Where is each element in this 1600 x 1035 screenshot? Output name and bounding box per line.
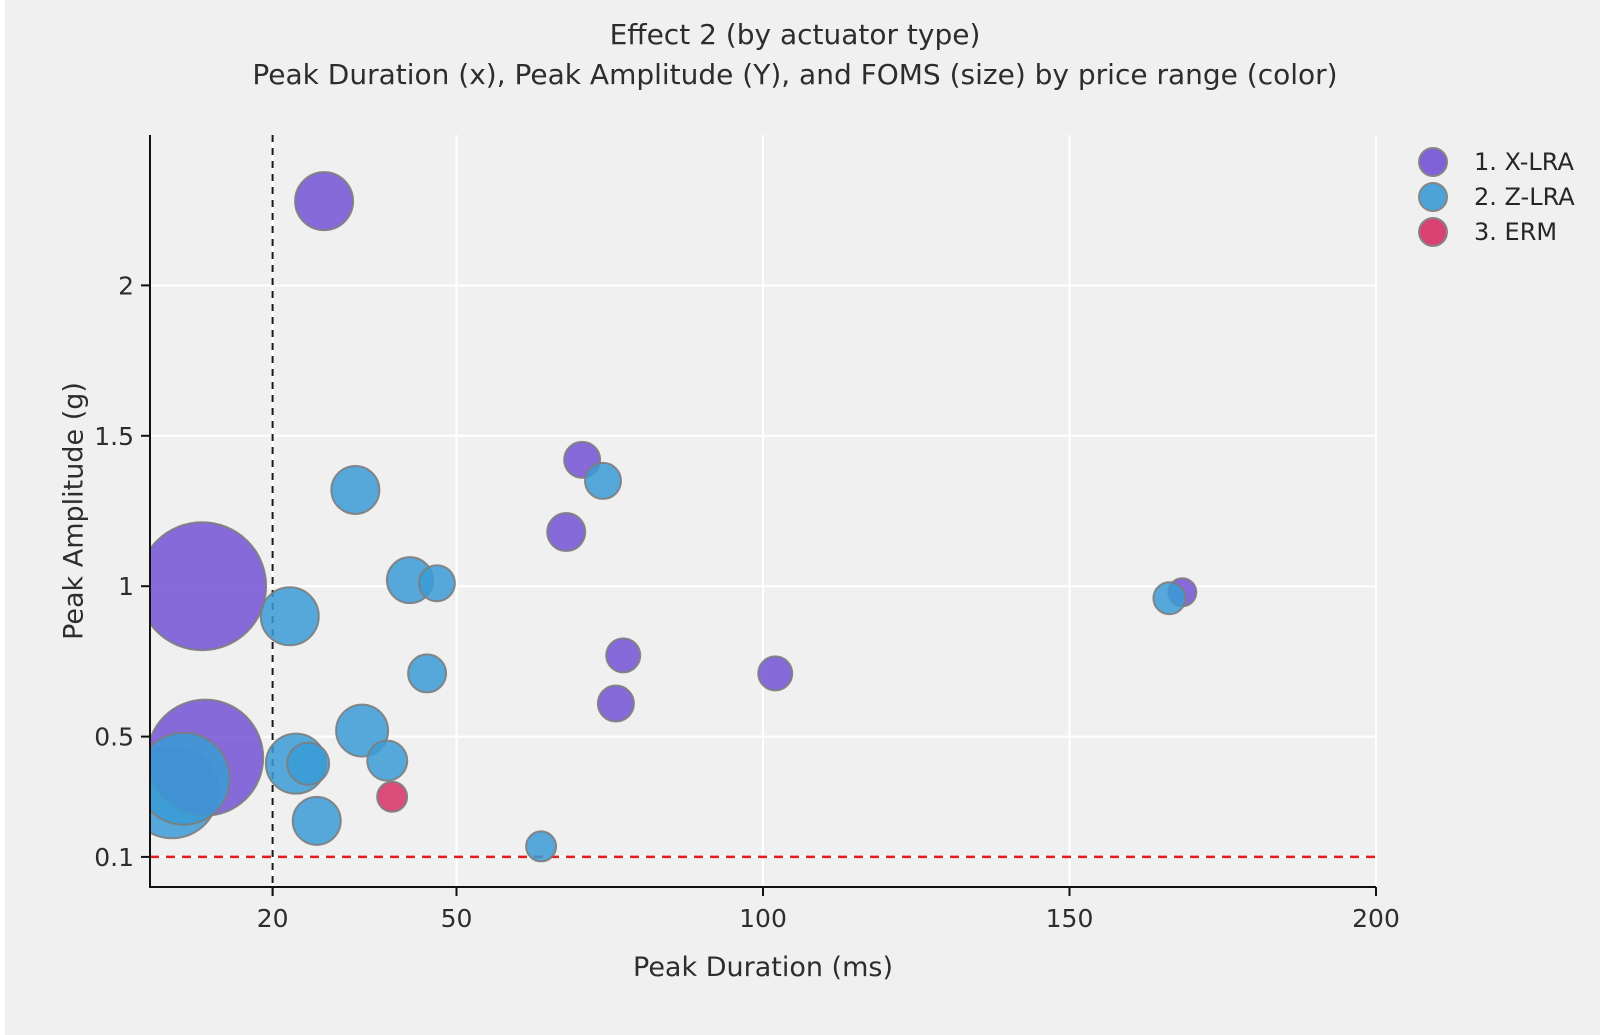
bubble-x-lra — [757, 655, 794, 692]
y-axis-title: Peak Amplitude (g) — [58, 382, 90, 640]
legend-item-erm: 3. ERM — [1418, 217, 1575, 247]
x-tick-label: 150 — [1046, 904, 1094, 933]
legend-item-x-lra: 1. X-LRA — [1418, 147, 1575, 177]
legend: 1. X-LRA 2. Z-LRA 3. ERM — [1418, 147, 1575, 253]
bubble-z-lra — [525, 830, 558, 863]
legend-label-z-lra: 2. Z-LRA — [1474, 183, 1575, 211]
x-tick-label: 200 — [1352, 904, 1400, 933]
x-axis-title: Peak Duration (ms) — [633, 952, 893, 983]
bubble-z-lra — [150, 731, 231, 826]
page-edge-strip — [0, 0, 5, 1035]
bubble-z-lra — [584, 461, 623, 500]
bubble-x-lra — [294, 171, 355, 232]
bubble-z-lra — [366, 739, 409, 782]
bubble-erm — [376, 780, 409, 813]
chart-subtitle: Peak Duration (x), Peak Amplitude (Y), a… — [252, 58, 1338, 91]
bubble-layer — [150, 171, 1198, 863]
bubble-z-lra — [259, 586, 320, 647]
x-tick-label: 50 — [441, 904, 473, 933]
legend-swatch-erm — [1418, 217, 1448, 247]
bubble-z-lra — [1152, 581, 1187, 616]
bubble-x-lra — [546, 512, 587, 553]
bubble-x-lra — [605, 637, 642, 674]
y-tick-label: 2 — [118, 271, 134, 300]
y-tick-label: 0.5 — [94, 723, 134, 752]
bubble-z-lra — [286, 741, 331, 786]
y-tick-label: 0.1 — [94, 843, 134, 872]
legend-swatch-z-lra — [1418, 182, 1448, 212]
y-tick-label: 1 — [118, 572, 134, 601]
legend-swatch-x-lra — [1418, 147, 1448, 177]
legend-label-erm: 3. ERM — [1474, 218, 1558, 246]
bubble-z-lra — [330, 464, 381, 515]
bubble-z-lra — [291, 795, 342, 846]
x-tick-label: 100 — [739, 904, 787, 933]
bubble-x-lra — [596, 684, 635, 723]
legend-item-z-lra: 2. Z-LRA — [1418, 182, 1575, 212]
chart-title: Effect 2 (by actuator type) — [609, 18, 981, 51]
legend-label-x-lra: 1. X-LRA — [1474, 148, 1574, 176]
y-tick-label: 1.5 — [94, 422, 134, 451]
bubble-x-lra — [150, 521, 268, 652]
bubble-z-lra — [407, 653, 448, 694]
bubble-z-lra — [417, 564, 456, 603]
x-tick-label: 20 — [257, 904, 289, 933]
